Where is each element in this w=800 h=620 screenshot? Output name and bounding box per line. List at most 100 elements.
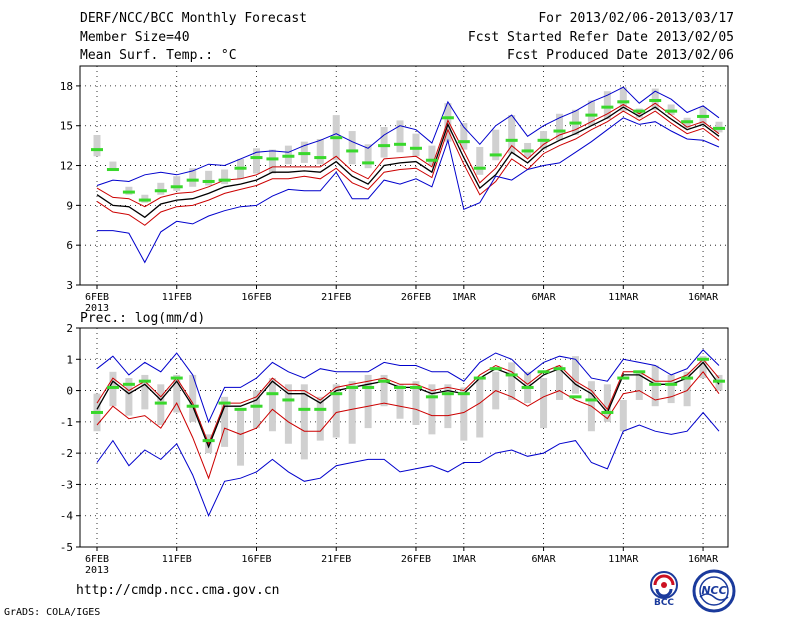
median-marker: [409, 385, 422, 389]
median-marker: [569, 121, 582, 125]
spread-box: [109, 371, 117, 407]
y-tick-label: -4: [60, 510, 74, 523]
y-tick-label: 6: [66, 239, 73, 252]
median-marker: [314, 407, 327, 411]
median-marker: [633, 370, 646, 374]
spread-box: [380, 127, 388, 158]
median-marker: [170, 376, 183, 380]
variable-label: Mean Surf. Temp.: °C: [80, 48, 237, 63]
spread-box: [619, 87, 627, 112]
spread-box: [460, 123, 468, 150]
median-marker: [378, 379, 391, 383]
median-marker: [537, 370, 550, 374]
median-marker: [521, 149, 534, 153]
x-tick-label: 11MAR: [608, 554, 639, 565]
x-tick-label: 1MAR: [452, 292, 477, 303]
spread-box: [540, 378, 548, 429]
median-marker: [649, 382, 662, 386]
y-tick-label: -3: [60, 478, 73, 491]
spread-box: [683, 371, 691, 407]
median-marker: [713, 126, 725, 130]
spread-box: [412, 133, 420, 157]
spread-box: [492, 129, 500, 161]
series-line-upper: [96, 102, 720, 208]
median-marker: [154, 401, 167, 405]
median-marker: [106, 385, 119, 389]
series-line-min: [97, 117, 720, 264]
spread-box: [268, 149, 276, 174]
median-marker: [473, 376, 486, 380]
median-marker: [202, 179, 215, 183]
median-marker: [106, 168, 119, 172]
x-tick-label: 11FEB: [162, 292, 192, 303]
median-marker: [425, 395, 438, 399]
median-marker: [601, 410, 614, 414]
series-line-upper: [96, 358, 720, 446]
median-marker: [122, 382, 135, 386]
spread-box: [221, 396, 229, 447]
series-line-lower: [96, 110, 720, 226]
x-tick-label: 16MAR: [688, 292, 719, 303]
spread-box: [571, 356, 579, 394]
median-marker: [234, 407, 247, 411]
median-marker: [665, 382, 678, 386]
spread-box: [348, 131, 356, 165]
y-tick-label: -2: [60, 447, 73, 460]
spread-box: [667, 374, 675, 404]
spread-box: [332, 384, 340, 438]
series-line-lower: [96, 370, 720, 480]
x-tick-label: 6FEB: [85, 554, 109, 565]
spread-box: [300, 384, 308, 460]
x-tick-label: 11FEB: [162, 554, 192, 565]
median-marker: [91, 148, 103, 152]
median-marker: [282, 154, 295, 158]
spread-box: [556, 365, 564, 400]
median-marker: [457, 392, 470, 396]
ncc-logo-icon: [692, 569, 736, 613]
median-marker: [330, 136, 343, 140]
median-marker: [585, 398, 598, 402]
spread-box: [476, 146, 484, 175]
spread-box: [173, 176, 181, 191]
y-tick-label: 12: [60, 160, 73, 173]
median-marker: [314, 156, 327, 160]
median-marker: [394, 142, 407, 146]
x-tick-label: 11MAR: [608, 292, 639, 303]
median-marker: [457, 140, 470, 144]
median-marker: [218, 178, 231, 182]
spread-box: [715, 374, 723, 391]
median-marker: [713, 379, 725, 383]
median-marker: [553, 129, 566, 133]
y-tick-label: 18: [60, 80, 73, 93]
spread-box: [635, 371, 643, 400]
median-marker: [266, 392, 279, 396]
median-marker: [681, 120, 694, 124]
plot-frame: [79, 65, 729, 286]
x-tick-label: 6MAR: [532, 292, 557, 303]
spread-box: [651, 365, 659, 407]
spread-box: [268, 378, 276, 432]
spread-box: [189, 374, 197, 422]
median-marker: [553, 367, 566, 371]
median-marker: [697, 114, 710, 118]
spread-box: [316, 396, 324, 441]
spread-box: [556, 113, 564, 141]
median-marker: [681, 376, 694, 380]
median-marker: [122, 190, 135, 194]
median-marker: [298, 152, 311, 156]
spread-box: [348, 381, 356, 444]
source-url[interactable]: http://cmdp.ncc.cma.gov.cn: [76, 583, 280, 598]
x-tick-label: 16FEB: [241, 292, 271, 303]
median-marker: [617, 376, 630, 380]
median-marker: [665, 109, 678, 113]
forecast-started-date: Fcst Started Refer Date 2013/02/05: [467, 30, 734, 45]
y-tick-label: -5: [60, 541, 73, 554]
x-tick-label: 16FEB: [241, 554, 271, 565]
median-marker: [298, 407, 311, 411]
bcc-logo-text: BCC: [653, 598, 675, 608]
spread-box: [428, 145, 436, 166]
spread-box: [252, 390, 260, 429]
median-marker: [186, 178, 199, 182]
